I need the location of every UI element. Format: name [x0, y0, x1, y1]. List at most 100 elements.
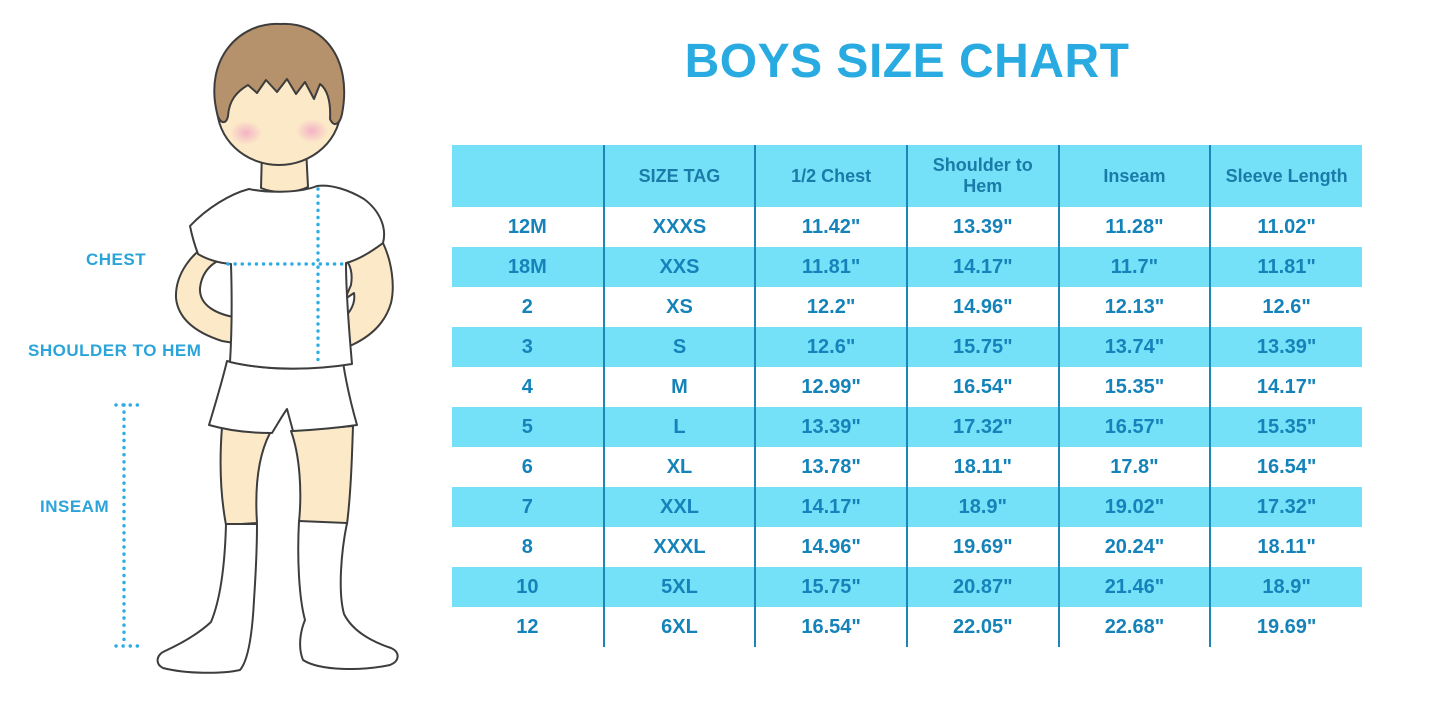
value-cell: XL	[602, 447, 756, 487]
column-header: Shoulder to Hem	[905, 145, 1059, 207]
value-cell: 11.42"	[754, 207, 907, 247]
row-size-cell: 12M	[452, 207, 604, 247]
row-size-cell: 7	[452, 487, 604, 527]
value-cell: 12.99"	[754, 367, 907, 407]
row-size-cell: 3	[452, 327, 604, 367]
page-title: BOYS SIZE CHART	[684, 35, 1130, 88]
value-cell: 18.9"	[1209, 567, 1362, 607]
value-cell: 13.39"	[754, 407, 907, 447]
value-cell: 16.54"	[1209, 447, 1362, 487]
row-size-cell: 8	[452, 527, 604, 567]
value-cell: 19.02"	[1057, 487, 1211, 527]
value-cell: M	[602, 367, 756, 407]
value-cell: 14.17"	[905, 247, 1059, 287]
value-cell: 18.11"	[1209, 527, 1362, 567]
size-chart-table: SIZE TAG 1/2 Chest Shoulder to Hem Inseam Sl…	[452, 145, 1362, 647]
value-cell: 11.7"	[1057, 247, 1211, 287]
table-row: 12M XXXS 11.42" 13.39" 11.28" 11.02"	[452, 207, 1362, 247]
row-size-cell: 10	[452, 567, 604, 607]
column-header: 1/2 Chest	[754, 145, 907, 207]
value-cell: 13.39"	[905, 207, 1059, 247]
value-cell: 15.75"	[905, 327, 1059, 367]
value-cell: S	[602, 327, 756, 367]
value-cell: 22.05"	[905, 607, 1059, 647]
table-row: 8 XXXL 14.96" 19.69" 20.24" 18.11"	[452, 527, 1362, 567]
size-table: SIZE TAG 1/2 Chest Shoulder to Hem Inseam Sl…	[452, 145, 1362, 647]
value-cell: 12.6"	[1209, 287, 1362, 327]
label-shoulder-to-hem: SHOULDER TO HEM	[28, 341, 202, 360]
right-leg	[290, 425, 354, 525]
row-size-cell: 2	[452, 287, 604, 327]
column-header-empty	[452, 145, 604, 207]
value-cell: 15.75"	[754, 567, 907, 607]
value-cell: 16.54"	[905, 367, 1059, 407]
value-cell: 13.78"	[754, 447, 907, 487]
value-cell: XXXS	[602, 207, 756, 247]
column-header: Sleeve Length	[1209, 145, 1362, 207]
value-cell: 14.96"	[905, 287, 1059, 327]
value-cell: 6XL	[602, 607, 756, 647]
column-header: SIZE TAG	[602, 145, 756, 207]
row-size-cell: 18M	[452, 247, 604, 287]
value-cell: 21.46"	[1057, 567, 1211, 607]
label-inseam: INSEAM	[40, 497, 110, 516]
label-chest: CHEST	[86, 250, 147, 269]
boy-illustration: CHEST SHOULDER TO HEM INSEAM	[0, 0, 452, 723]
hair	[213, 22, 346, 125]
table-body: 12M XXXS 11.42" 13.39" 11.28" 11.02" 18M XXS 11.…	[452, 207, 1362, 647]
row-size-cell: 6	[452, 447, 604, 487]
value-cell: 20.24"	[1057, 527, 1211, 567]
value-cell: 14.17"	[1209, 367, 1362, 407]
value-cell: XXS	[602, 247, 756, 287]
value-cell: 11.81"	[754, 247, 907, 287]
value-cell: XXL	[602, 487, 756, 527]
row-size-cell: 4	[452, 367, 604, 407]
value-cell: 11.28"	[1057, 207, 1211, 247]
t-shirt	[189, 184, 385, 370]
value-cell: 14.96"	[754, 527, 907, 567]
table-row: 12 6XL 16.54" 22.05" 22.68" 19.69"	[452, 607, 1362, 647]
value-cell: 11.02"	[1209, 207, 1362, 247]
value-cell: 12.6"	[754, 327, 907, 367]
left-sock	[156, 523, 258, 674]
value-cell: 18.11"	[905, 447, 1059, 487]
table-row: 2 XS 12.2" 14.96" 12.13" 12.6"	[452, 287, 1362, 327]
value-cell: L	[602, 407, 756, 447]
value-cell: 12.2"	[754, 287, 907, 327]
table-row: 6 XL 13.78" 18.11" 17.8" 16.54"	[452, 447, 1362, 487]
value-cell: 22.68"	[1057, 607, 1211, 647]
right-cheek-blush	[296, 119, 328, 143]
value-cell: 15.35"	[1057, 367, 1211, 407]
value-cell: 20.87"	[905, 567, 1059, 607]
table-row: 5 L 13.39" 17.32" 16.57" 15.35"	[452, 407, 1362, 447]
table-row: 7 XXL 14.17" 18.9" 19.02" 17.32"	[452, 487, 1362, 527]
value-cell: 16.57"	[1057, 407, 1211, 447]
value-cell: 16.54"	[754, 607, 907, 647]
left-cheek-blush	[230, 121, 262, 145]
boy-figure-drawing	[114, 22, 399, 674]
value-cell: 14.17"	[754, 487, 907, 527]
value-cell: 11.81"	[1209, 247, 1362, 287]
right-sock	[297, 520, 399, 670]
value-cell: 18.9"	[905, 487, 1059, 527]
value-cell: 13.39"	[1209, 327, 1362, 367]
left-leg	[219, 426, 271, 526]
row-size-cell: 12	[452, 607, 604, 647]
table-row: 4 M 12.99" 16.54" 15.35" 14.17"	[452, 367, 1362, 407]
table-row: 18M XXS 11.81" 14.17" 11.7" 11.81"	[452, 247, 1362, 287]
value-cell: 17.8"	[1057, 447, 1211, 487]
header-row: SIZE TAG 1/2 Chest Shoulder to Hem Inseam Sl…	[452, 145, 1362, 207]
value-cell: 15.35"	[1209, 407, 1362, 447]
table-row: 3 S 12.6" 15.75" 13.74" 13.39"	[452, 327, 1362, 367]
value-cell: XXXL	[602, 527, 756, 567]
value-cell: 19.69"	[905, 527, 1059, 567]
table-header: SIZE TAG 1/2 Chest Shoulder to Hem Inseam Sl…	[452, 145, 1362, 207]
table-row: 10 5XL 15.75" 20.87" 21.46" 18.9"	[452, 567, 1362, 607]
value-cell: 5XL	[602, 567, 756, 607]
value-cell: 17.32"	[905, 407, 1059, 447]
value-cell: XS	[602, 287, 756, 327]
shorts	[208, 360, 358, 434]
column-header: Inseam	[1057, 145, 1211, 207]
value-cell: 12.13"	[1057, 287, 1211, 327]
